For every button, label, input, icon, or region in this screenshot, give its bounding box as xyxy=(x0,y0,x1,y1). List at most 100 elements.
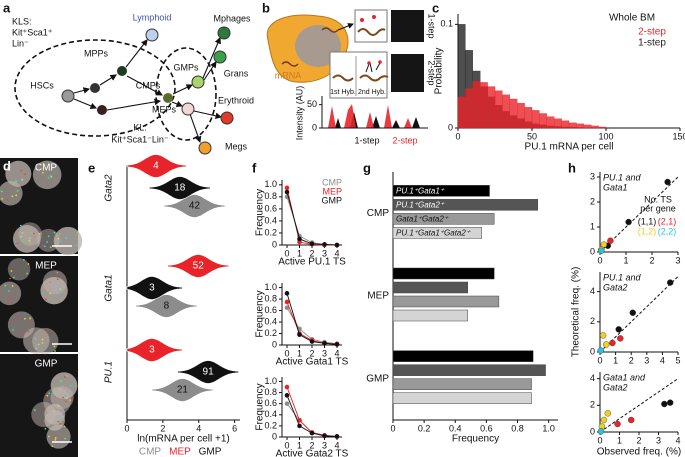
legend-label: GMP xyxy=(321,195,342,205)
probe xyxy=(372,15,376,19)
x-tick-label: 2 xyxy=(160,423,165,433)
spot xyxy=(63,376,66,378)
spot xyxy=(47,177,50,179)
spot xyxy=(10,270,13,272)
legend-label: (2,1) xyxy=(658,216,677,226)
bar xyxy=(517,102,525,129)
point xyxy=(309,339,315,344)
x-tick-label: 1.0 xyxy=(542,423,555,433)
cell xyxy=(0,181,23,206)
legend-label: 2-step xyxy=(638,27,666,38)
x-tick-label: 4 xyxy=(334,248,339,258)
mrna xyxy=(357,28,386,36)
spot xyxy=(13,276,15,279)
spot xyxy=(0,190,3,193)
x-tick-label: 1 xyxy=(613,355,618,365)
point xyxy=(661,400,668,408)
mphage-node xyxy=(217,26,231,40)
spot xyxy=(48,392,51,395)
y-label: Frequency xyxy=(255,189,266,236)
point xyxy=(614,420,621,428)
bar xyxy=(494,90,503,129)
subtitle: Gata1 xyxy=(603,182,628,192)
bar xyxy=(524,107,533,129)
legend-label: GMP xyxy=(199,447,222,457)
spot xyxy=(56,278,59,281)
spot xyxy=(65,397,68,399)
x-label: ln(mRNA per cell +1) xyxy=(137,434,230,445)
bar xyxy=(392,199,539,211)
bar xyxy=(554,118,562,129)
y-tick-label: 1.0 xyxy=(264,376,277,386)
point xyxy=(297,418,302,423)
y-tick-label: 0.4 xyxy=(264,409,277,419)
bar xyxy=(392,378,532,390)
bar xyxy=(392,309,468,322)
node-label: Grans xyxy=(224,68,249,78)
value-label: 8 xyxy=(164,301,170,312)
spot xyxy=(53,345,56,348)
point xyxy=(322,340,327,346)
spot xyxy=(54,437,57,439)
x-tick-label: 100 xyxy=(598,131,613,141)
y-tick-label: 0 xyxy=(590,246,595,256)
y-tick-label: 0 xyxy=(590,346,595,356)
spot xyxy=(59,271,62,274)
point xyxy=(322,433,327,439)
point xyxy=(664,178,671,186)
legend-title: No. TS xyxy=(644,194,672,204)
gran-node xyxy=(213,50,227,64)
spot xyxy=(25,322,28,324)
series-line xyxy=(286,386,338,437)
spot xyxy=(6,199,9,201)
x-tick-label: 4 xyxy=(675,435,680,445)
x-tick-label: 2 xyxy=(309,248,314,258)
arrow xyxy=(337,23,354,31)
kls-label: Lin⁻ xyxy=(12,38,29,48)
point xyxy=(629,309,636,316)
spot xyxy=(38,232,41,235)
bar xyxy=(465,88,473,129)
y-tick-label: 4 xyxy=(590,286,595,296)
spot xyxy=(22,259,25,261)
x-tick-label: 1 xyxy=(297,248,302,258)
spot xyxy=(9,277,11,280)
violin xyxy=(149,176,211,200)
step-label: 1st Hyb. xyxy=(330,89,356,96)
bar xyxy=(392,364,546,376)
point xyxy=(284,299,290,305)
y-tick-label: 1 xyxy=(590,221,595,231)
point xyxy=(615,326,622,333)
subtitle: Gata1 and xyxy=(603,372,646,382)
point xyxy=(625,218,632,226)
spot xyxy=(21,240,23,243)
spot xyxy=(21,232,24,234)
panel-label: d xyxy=(3,158,11,173)
x-tick-label: 0.8 xyxy=(511,423,524,433)
node-label: HSCs xyxy=(30,80,54,90)
spot xyxy=(49,174,52,177)
cell xyxy=(43,387,71,416)
spot xyxy=(75,244,78,247)
point xyxy=(667,399,674,406)
image xyxy=(391,10,424,42)
spot xyxy=(11,285,14,287)
spot xyxy=(55,271,57,274)
x-tick-label: 0 xyxy=(597,255,602,265)
x-tick-label: 2 xyxy=(309,440,314,450)
point xyxy=(597,347,604,354)
probe xyxy=(360,18,364,22)
legend-title: per gene xyxy=(640,203,676,213)
spot xyxy=(15,180,17,183)
panel-b: b mRNA 1st Hyb. 2nd Hyb. 1-step 2-step 1… xyxy=(262,0,437,145)
legend-label: (2,2) xyxy=(658,226,677,236)
y-tick-label: 0.2 xyxy=(264,227,277,237)
mrna-label: mRNA xyxy=(275,70,302,80)
kls-label: KLS: xyxy=(12,16,32,26)
bar xyxy=(472,81,481,129)
mrna xyxy=(321,27,339,33)
y-tick-label: 0.8 xyxy=(264,387,277,397)
spot xyxy=(64,394,67,397)
spot xyxy=(59,423,62,425)
spot xyxy=(12,329,14,331)
